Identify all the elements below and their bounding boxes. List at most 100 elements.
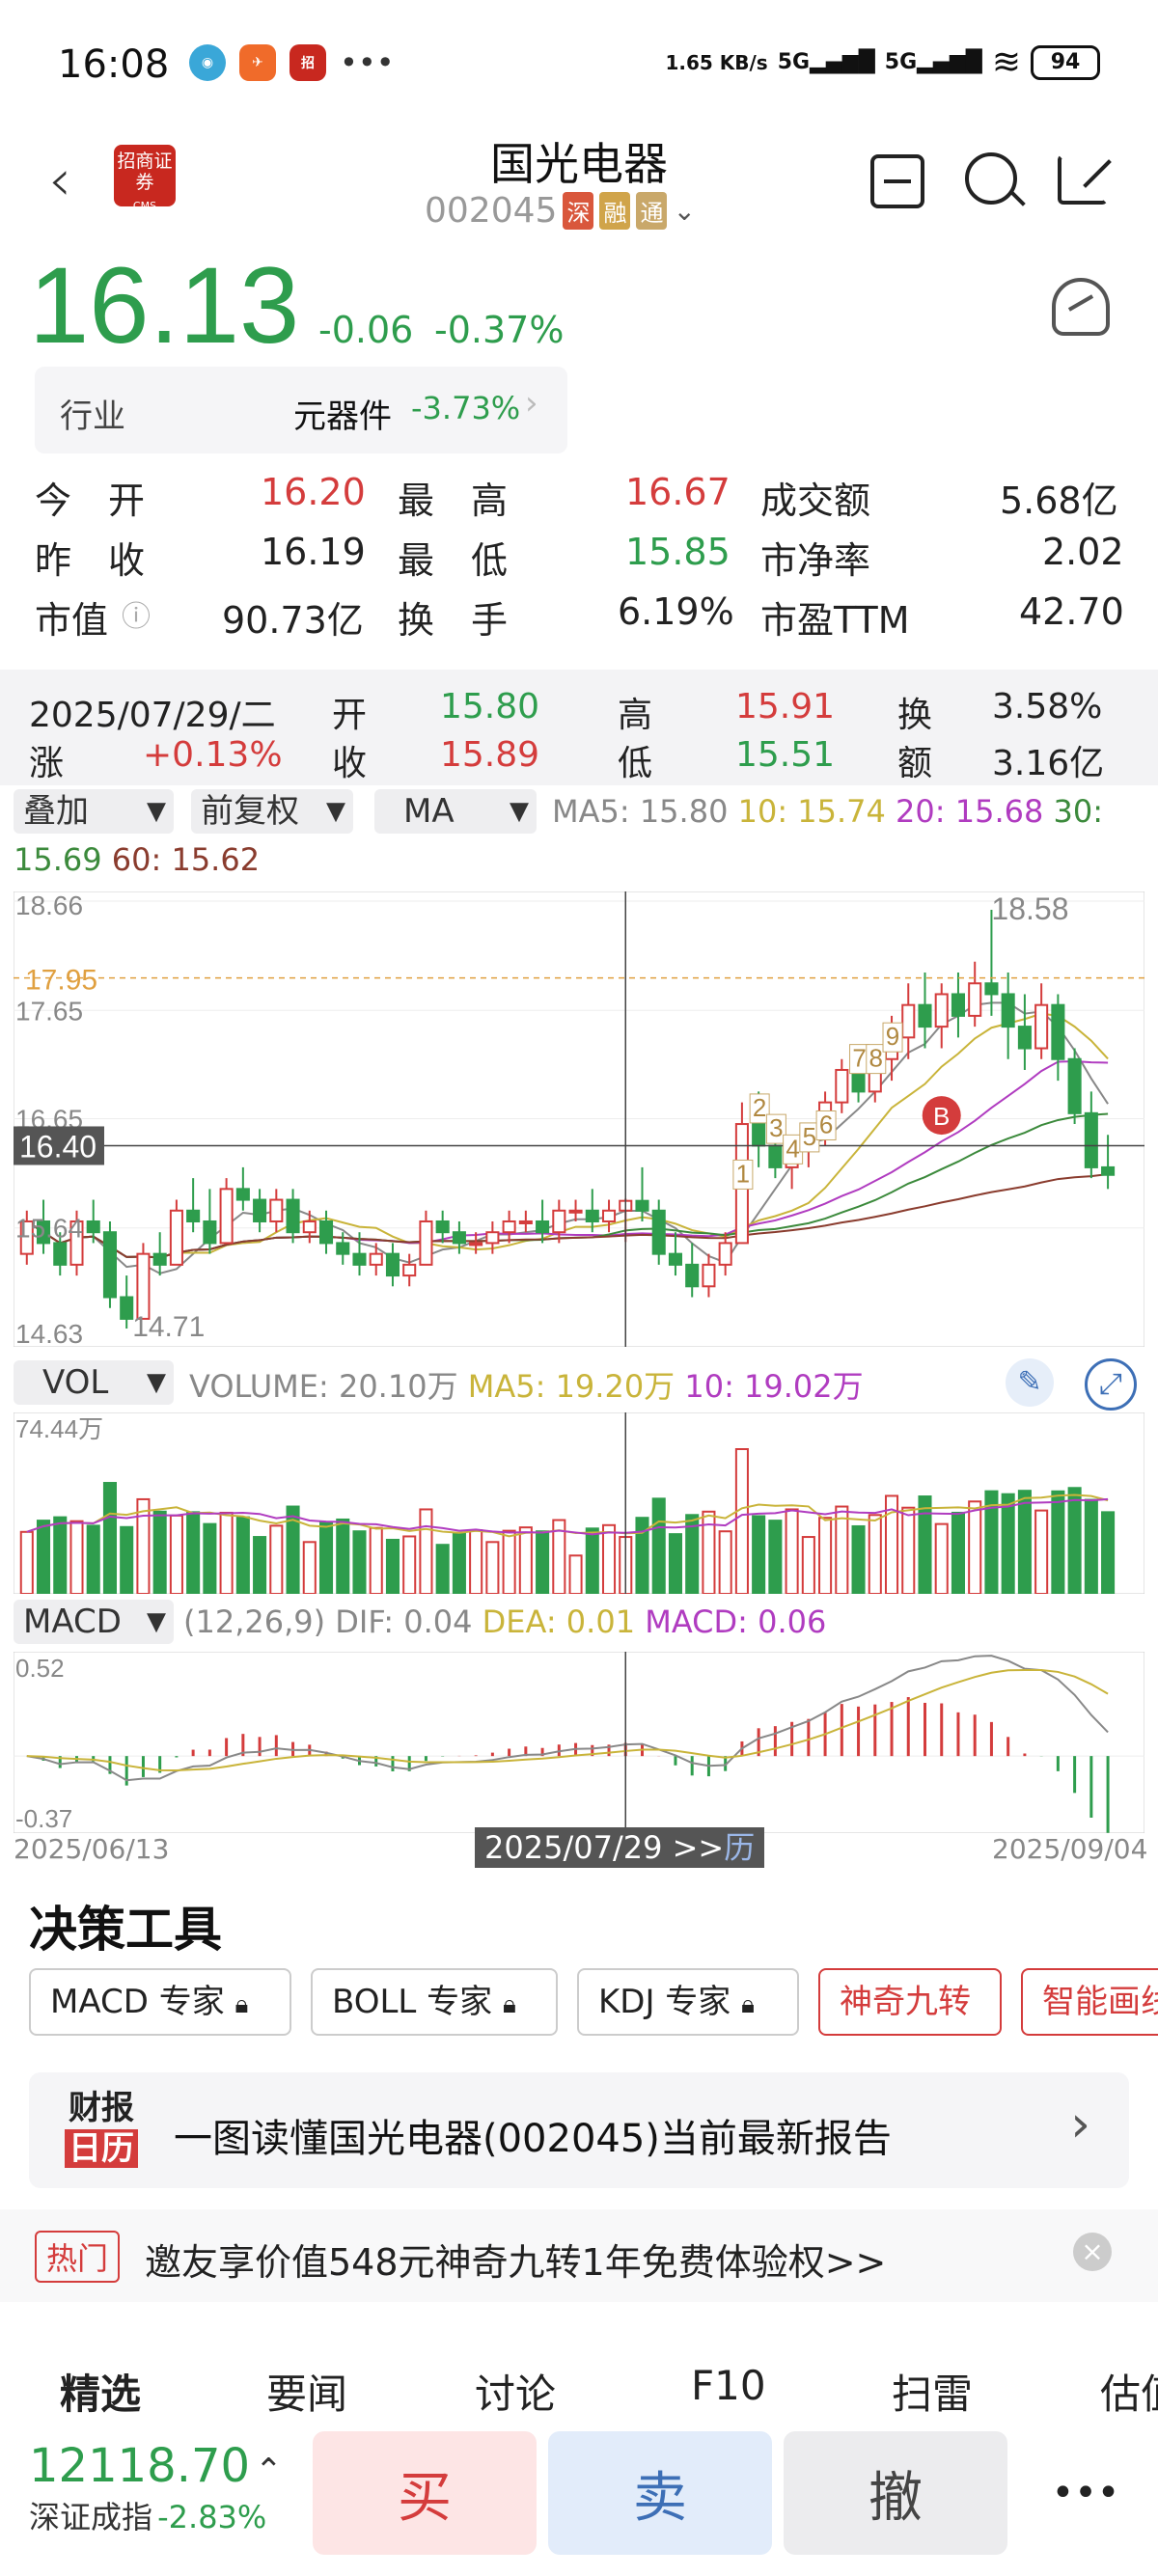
cursor-date[interactable]: 2025/07/29 >>历 <box>475 1827 765 1868</box>
quote-label: 换 手 <box>398 599 509 642</box>
info-icon[interactable]: ⓘ <box>122 600 151 634</box>
volume-bar <box>768 1520 783 1594</box>
volume-axis-top: 74.44万 <box>15 1414 103 1443</box>
overlay-dropdown[interactable]: 叠加 ▼ <box>14 789 174 834</box>
tab-risk-scan[interactable]: 扫雷 <box>892 2370 974 2418</box>
status-bar: 16:08 ◉ ✈ 招 ••• 1.65 KB/s 5G▂▄▆█ 5G▂▄▆█ … <box>0 0 1158 135</box>
industry-card[interactable]: 行业 元器件 -3.73% › <box>35 367 567 453</box>
boll-expert-button[interactable]: BOLL 专家 🔒︎ <box>311 1968 558 2036</box>
tab-f10[interactable]: F10 <box>691 2362 766 2409</box>
volume-bar <box>785 1508 799 1594</box>
promo-banner[interactable]: 热门 邀友享价值548元神奇九转1年免费体验权>> × <box>0 2209 1158 2302</box>
search-icon[interactable] <box>965 152 1026 206</box>
candle <box>19 1219 34 1255</box>
stock-code-row[interactable]: 002045 深 融 通 ⌄ <box>425 191 696 231</box>
price-alert-icon[interactable] <box>1052 278 1110 336</box>
index-ticker[interactable]: 12118.70 ⌃ 深证成指 -2.83% <box>29 2439 283 2537</box>
candle <box>203 1219 217 1245</box>
price-axis-top: 18.66 <box>15 891 83 920</box>
vol-ma10: 10: 19.02万 <box>684 1368 864 1405</box>
day-amount: 3.16亿 <box>992 744 1105 783</box>
candle <box>536 1219 550 1234</box>
share-icon[interactable] <box>1058 154 1112 205</box>
ma60-line <box>26 1172 1109 1259</box>
volume-bar <box>601 1523 617 1594</box>
candle <box>934 993 949 1028</box>
cursor-price-label: 16.40 <box>19 1129 96 1164</box>
tab-featured[interactable]: 精选 <box>60 2370 142 2418</box>
dea-line <box>26 1668 1109 1772</box>
quote-label: 市值 <box>35 599 109 642</box>
cancel-order-button[interactable]: 撤 <box>784 2431 1007 2555</box>
ma-legend-2: 15.69 60: 15.62 <box>14 841 260 878</box>
volume-bar <box>203 1522 217 1594</box>
candle <box>336 1242 350 1255</box>
back-icon[interactable]: ‹ <box>48 147 71 214</box>
volume-bar <box>568 1554 583 1594</box>
cursor-price-box <box>14 1126 104 1165</box>
chevron-down-icon[interactable]: ⌄ <box>673 195 696 227</box>
quote-row: 市值 ⓘ 90.73亿 换 手 6.19% 市盈TTM 42.70 <box>35 590 1125 648</box>
volume-ma-line <box>26 1497 1109 1536</box>
nine-turn-box <box>732 1159 754 1190</box>
tab-news[interactable]: 要闻 <box>266 2370 348 2418</box>
volume-bar <box>918 1495 932 1594</box>
quote-label: 市净率 <box>760 539 871 582</box>
volume-bar <box>36 1520 51 1594</box>
candle <box>169 1209 183 1266</box>
broker-notification-icon: 招 <box>290 44 326 81</box>
buy-button[interactable]: 买 <box>313 2431 537 2555</box>
volume-bar <box>219 1511 234 1594</box>
candle <box>502 1219 516 1234</box>
volume-bar <box>485 1541 500 1594</box>
tab-discussion[interactable]: 讨论 <box>475 2370 557 2418</box>
report-card[interactable]: 财报 日历 一图读懂国光电器(002045)当前最新报告 › <box>29 2072 1129 2188</box>
candle <box>219 1188 234 1245</box>
kline-chart[interactable]: 18.6617.6516.6515.6414.6317.9516.4018.58… <box>14 891 1144 1347</box>
candle <box>918 1003 932 1028</box>
kdj-expert-button[interactable]: KDJ 专家 🔒︎ <box>577 1968 799 2036</box>
macd-expert-button[interactable]: MACD 专家 🔒︎ <box>29 1968 291 2036</box>
chevron-up-icon: ⌃ <box>255 2452 283 2490</box>
candle <box>1034 1003 1049 1050</box>
minimize-icon[interactable] <box>870 154 924 208</box>
candle <box>235 1188 250 1201</box>
ma10-legend: 10: 15.74 <box>737 793 886 830</box>
candle <box>768 1144 783 1168</box>
expand-icon[interactable]: ⤢ <box>1085 1358 1137 1411</box>
candle <box>53 1242 68 1266</box>
volume-chart: 74.44万 <box>14 1412 1144 1594</box>
volume-bar <box>469 1529 483 1594</box>
indicator-dropdown[interactable]: MA ▼ <box>374 789 537 834</box>
tab-valuation[interactable]: 估值 <box>1100 2370 1158 2418</box>
more-icon[interactable]: ••• <box>1051 2471 1120 2515</box>
volume-bar <box>452 1532 466 1594</box>
volume-bar <box>152 1510 167 1594</box>
nine-turn-number: 9 <box>886 1022 899 1051</box>
macd-axis-top: 0.52 <box>15 1654 65 1683</box>
nine-turn-box <box>866 1044 887 1075</box>
quote-value: 16.20 <box>261 471 366 513</box>
vol-dropdown[interactable]: VOL ▼ <box>14 1360 174 1405</box>
quote-value: 42.70 <box>1019 590 1124 633</box>
candle <box>318 1219 334 1245</box>
volume-bar <box>668 1533 682 1594</box>
day-high: 15.91 <box>735 687 836 726</box>
close-icon[interactable]: × <box>1073 2233 1112 2271</box>
candle <box>651 1209 666 1255</box>
sell-button[interactable]: 卖 <box>548 2431 772 2555</box>
price-axis-bottom: 14.63 <box>15 1319 83 1347</box>
buy-signal-label: B <box>933 1102 950 1131</box>
volume-bar <box>868 1514 882 1594</box>
volume-bar <box>169 1514 183 1594</box>
adjust-dropdown[interactable]: 前复权 ▼ <box>191 789 353 834</box>
edit-icon[interactable]: ✎ <box>1006 1358 1054 1407</box>
macd-dea: DEA: 0.01 <box>482 1603 636 1640</box>
macd-dropdown[interactable]: MACD ▼ <box>14 1600 174 1644</box>
signal-icon-2: 5G▂▄▆█ <box>884 50 982 74</box>
clock: 16:08 <box>58 42 170 87</box>
smart-draw-button[interactable]: 智能画线 <box>1021 1968 1158 2036</box>
candle <box>452 1231 466 1245</box>
magic-nine-button[interactable]: 神奇九转 <box>818 1968 1002 2036</box>
chevron-right-icon: › <box>1070 2096 1090 2153</box>
